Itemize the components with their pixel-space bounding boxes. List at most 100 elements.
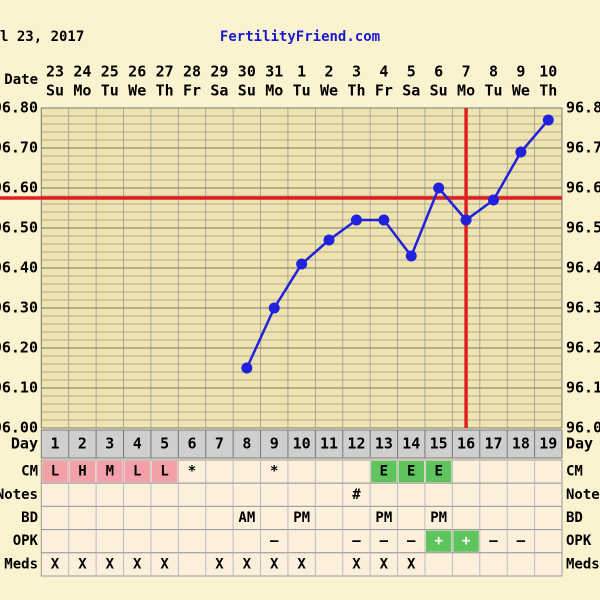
weekday-label: Th <box>156 82 174 100</box>
cell-text: X <box>407 556 416 572</box>
cell-text: M <box>106 464 114 480</box>
cell-text: L <box>160 464 168 480</box>
y-tick-label-right: 96.10 <box>566 379 600 397</box>
weekday-label: Tu <box>293 82 311 100</box>
weekday-label: Sa <box>402 82 420 100</box>
cell-text: – <box>407 533 416 549</box>
temperature-line <box>245 119 550 369</box>
cell-text: X <box>297 556 306 572</box>
cell-text: PM <box>293 510 310 526</box>
cell-text: + <box>434 533 442 549</box>
cell-highlight <box>425 461 452 483</box>
cell-text: + <box>462 533 470 549</box>
temperature-point <box>460 214 472 226</box>
row-label: Notes <box>0 487 38 503</box>
temperature-point <box>350 214 362 226</box>
day-number: 15 <box>430 435 448 453</box>
day-number: 6 <box>188 435 197 453</box>
row-label-right: Meds <box>566 556 600 572</box>
y-tick-label: 96.80 <box>0 99 38 117</box>
y-tick-label-right: 96.80 <box>566 99 600 117</box>
date-label: 8 <box>489 63 498 81</box>
y-tick-label: 96.70 <box>0 139 38 157</box>
y-tick-label: 96.40 <box>0 259 38 277</box>
day-number: 5 <box>160 435 169 453</box>
cell-text: E <box>434 464 442 480</box>
cell-highlight <box>453 530 479 552</box>
temperature-point <box>241 362 253 374</box>
cell-text: X <box>51 556 60 572</box>
y-tick-label: 96.00 <box>0 419 38 437</box>
temperature-point <box>433 182 445 194</box>
date-label: 4 <box>379 63 388 81</box>
y-tick-label: 96.10 <box>0 379 38 397</box>
temperature-point <box>268 302 280 314</box>
cell-text: X <box>106 556 115 572</box>
x-axis-label: Date <box>4 72 38 88</box>
cell-text: X <box>380 556 389 572</box>
weekday-label: Th <box>539 82 557 100</box>
y-tick-label-right: 96.20 <box>566 339 600 357</box>
date-label: 9 <box>516 63 525 81</box>
cell-highlight <box>124 461 150 483</box>
cell-highlight <box>42 461 68 483</box>
weekday-label: Tu <box>484 82 502 100</box>
day-number: 8 <box>242 435 251 453</box>
cell-highlight <box>97 461 123 483</box>
day-number: 16 <box>457 435 475 453</box>
weekday-label: We <box>320 82 338 100</box>
temperature-point <box>487 194 499 206</box>
cell-text: X <box>270 556 279 572</box>
weekday-label: Mo <box>73 82 91 100</box>
date-label: 26 <box>128 63 146 81</box>
y-tick-label-right: 96.60 <box>566 179 600 197</box>
temperature-point <box>296 258 308 270</box>
day-number: 17 <box>484 435 502 453</box>
cell-text: – <box>489 533 498 549</box>
cell-text: * <box>188 464 196 480</box>
row-label-right: CM <box>566 464 583 480</box>
date-label: 29 <box>210 63 228 81</box>
day-number: 10 <box>293 435 311 453</box>
y-tick-label-right: 96.70 <box>566 139 600 157</box>
y-tick-label-right: 96.00 <box>566 419 600 437</box>
weekday-label: Fr <box>183 82 201 100</box>
weekday-label: Su <box>430 82 448 100</box>
cell-text: E <box>407 464 415 480</box>
day-number: 7 <box>215 435 224 453</box>
date-label: 31 <box>265 63 283 81</box>
day-number: 9 <box>270 435 279 453</box>
y-tick-label-right: 96.50 <box>566 219 600 237</box>
date-label: 3 <box>352 63 361 81</box>
date-label: 27 <box>156 63 174 81</box>
cell-text: – <box>380 533 389 549</box>
row-label: OPK <box>13 533 39 549</box>
date-label: 6 <box>434 63 443 81</box>
cell-text: – <box>352 533 361 549</box>
date-label: 24 <box>73 63 91 81</box>
cell-highlight <box>425 530 452 552</box>
day-number: 13 <box>375 435 393 453</box>
cell-text: X <box>215 556 224 572</box>
weekday-label: Tu <box>101 82 119 100</box>
cell-text: E <box>380 464 388 480</box>
row-label: Day <box>11 435 38 453</box>
weekday-label: Sa <box>210 82 228 100</box>
temperature-point <box>323 234 335 246</box>
cell-text: X <box>160 556 169 572</box>
row-bg <box>40 529 563 554</box>
cell-text: PM <box>430 510 447 526</box>
day-row <box>40 429 563 459</box>
weekday-label: Th <box>347 82 365 100</box>
cell-text: L <box>51 464 59 480</box>
cell-text: # <box>352 487 361 503</box>
day-number: 4 <box>133 435 142 453</box>
cell-text: L <box>133 464 141 480</box>
date-label: 25 <box>101 63 119 81</box>
date-label: 30 <box>238 63 256 81</box>
row-label-right: OPK <box>566 533 592 549</box>
y-tick-label-right: 96.40 <box>566 259 600 277</box>
cell-text: H <box>78 464 86 480</box>
cell-text: X <box>133 556 142 572</box>
